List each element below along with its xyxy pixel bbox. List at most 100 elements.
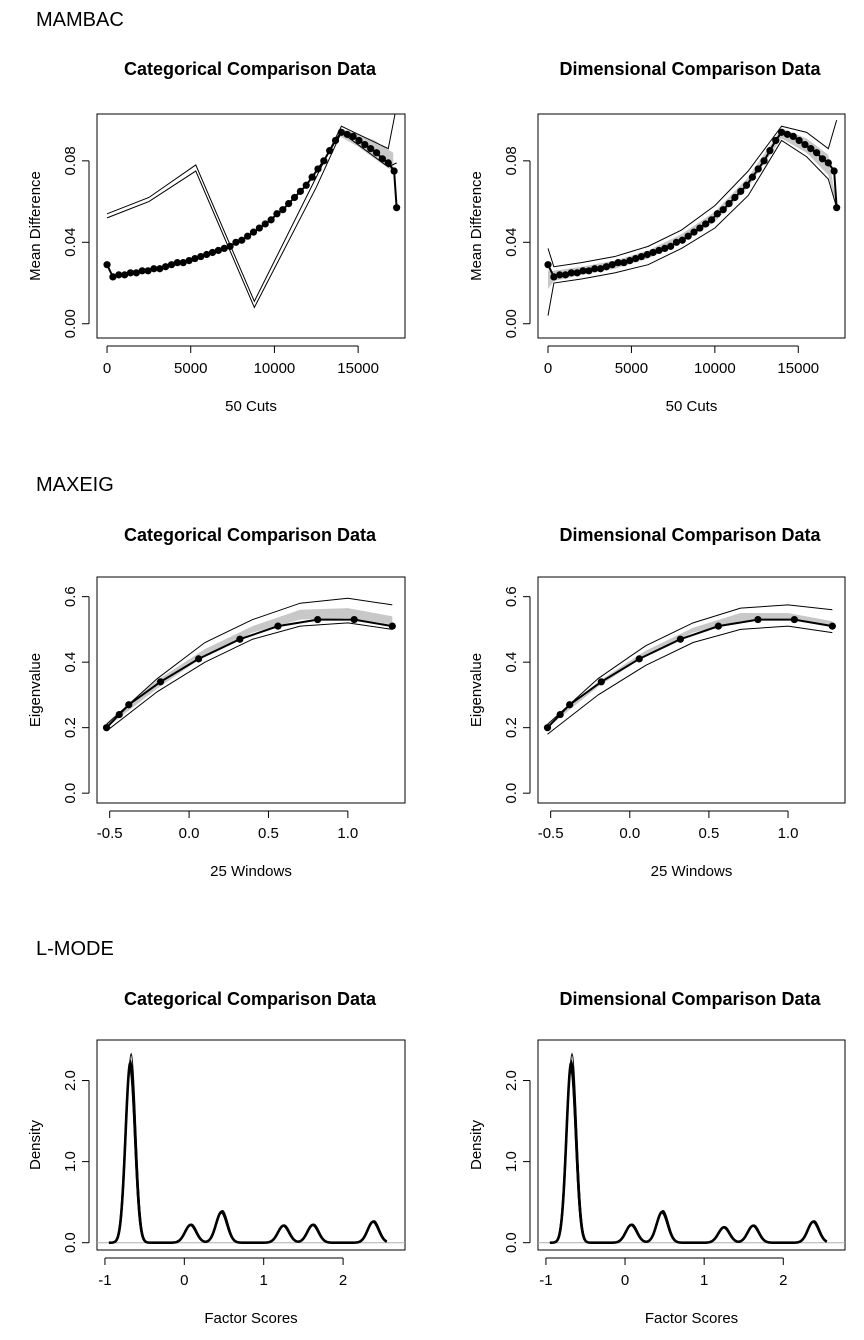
chart-title: Categorical Comparison Data bbox=[124, 59, 377, 79]
plot-area bbox=[544, 605, 836, 734]
x-tick-label: 0.0 bbox=[179, 825, 200, 842]
observed-point bbox=[274, 623, 281, 630]
chart-title: Categorical Comparison Data bbox=[124, 525, 377, 545]
observed-line bbox=[547, 620, 832, 728]
observed-point bbox=[361, 141, 368, 148]
observed-point bbox=[256, 224, 263, 231]
y-tick-label: 0.2 bbox=[503, 717, 520, 738]
observed-point bbox=[725, 200, 732, 207]
observed-line bbox=[107, 132, 397, 277]
y-tick-label: 2.0 bbox=[503, 1070, 520, 1091]
chart-panel: Categorical Comparison Data 0 5000 10000 150… bbox=[27, 59, 405, 415]
x-axis-label: Factor Scores bbox=[204, 1310, 297, 1327]
y-axis-label: Mean Difference bbox=[27, 171, 44, 281]
observed-point bbox=[320, 157, 327, 164]
x-tick-label: -0.5 bbox=[538, 825, 564, 842]
y-tick-label: 1.0 bbox=[62, 1151, 79, 1172]
observed-point bbox=[326, 147, 333, 154]
observed-point bbox=[749, 174, 756, 181]
observed-point bbox=[731, 194, 738, 201]
observed-point bbox=[796, 137, 803, 144]
observed-point bbox=[702, 220, 709, 227]
observed-point bbox=[766, 147, 773, 154]
observed-point bbox=[351, 616, 358, 623]
observed-point bbox=[125, 701, 132, 708]
y-tick-label: 0.08 bbox=[503, 146, 520, 175]
y-tick-label: 0.00 bbox=[62, 309, 79, 338]
y-tick-label: 0.0 bbox=[62, 783, 79, 804]
density-curve-comparison bbox=[109, 1054, 387, 1243]
observed-point bbox=[813, 149, 820, 156]
x-tick-label: 1 bbox=[260, 1272, 268, 1289]
observed-point bbox=[833, 204, 840, 211]
x-tick-label: 0 bbox=[103, 360, 111, 377]
observed-point bbox=[831, 167, 838, 174]
chart-panel: Categorical Comparison Data-0.5 0.0 0.5 1.0… bbox=[27, 525, 405, 880]
observed-line bbox=[548, 132, 837, 277]
y-tick-label: 0.00 bbox=[503, 309, 520, 338]
density-curve bbox=[550, 1063, 827, 1243]
observed-point bbox=[303, 182, 310, 189]
observed-point bbox=[238, 237, 245, 244]
plot-frame bbox=[97, 114, 405, 338]
observed-point bbox=[807, 145, 814, 152]
plot-frame bbox=[97, 1040, 405, 1250]
density-curve-comparison bbox=[550, 1068, 827, 1242]
x-axis-label: 25 Windows bbox=[210, 863, 292, 880]
observed-point bbox=[367, 145, 374, 152]
y-tick-label: 2.0 bbox=[62, 1070, 79, 1091]
observed-point bbox=[332, 137, 339, 144]
observed-point bbox=[195, 655, 202, 662]
observed-point bbox=[685, 233, 692, 240]
observed-point bbox=[391, 167, 398, 174]
observed-point bbox=[273, 210, 280, 217]
x-tick-label: 1.0 bbox=[778, 825, 799, 842]
observed-point bbox=[760, 157, 767, 164]
y-tick-label: 0.4 bbox=[62, 652, 79, 673]
x-tick-label: 0.5 bbox=[258, 825, 279, 842]
x-tick-label: 5000 bbox=[615, 360, 648, 377]
x-tick-label: 0 bbox=[621, 1272, 629, 1289]
observed-line bbox=[107, 620, 393, 728]
x-tick-label: 2 bbox=[779, 1272, 787, 1289]
x-axis-label: Factor Scores bbox=[645, 1310, 738, 1327]
observed-point bbox=[679, 237, 686, 244]
y-tick-label: 0.08 bbox=[62, 146, 79, 175]
chart-title: Dimensional Comparison Data bbox=[559, 59, 821, 79]
density-curve-comparison bbox=[550, 1054, 827, 1243]
observed-point bbox=[262, 220, 269, 227]
chart-panel: Dimensional Comparison Data0 5000 10000 150… bbox=[468, 59, 845, 415]
x-tick-label: 1 bbox=[700, 1272, 708, 1289]
y-tick-label: 0.0 bbox=[62, 1232, 79, 1253]
observed-point bbox=[389, 623, 396, 630]
x-tick-label: 10000 bbox=[254, 360, 296, 377]
plot-area bbox=[103, 106, 400, 308]
y-axis-label: Mean Difference bbox=[468, 171, 485, 281]
x-tick-label: 5000 bbox=[174, 360, 207, 377]
observed-point bbox=[379, 155, 386, 162]
x-tick-label: 0.5 bbox=[698, 825, 719, 842]
comparison-line bbox=[107, 623, 393, 731]
x-axis-label: 50 Cuts bbox=[666, 398, 718, 415]
observed-point bbox=[157, 678, 164, 685]
observed-point bbox=[755, 165, 762, 172]
observed-point bbox=[244, 233, 251, 240]
observed-point bbox=[790, 133, 797, 140]
observed-point bbox=[677, 636, 684, 643]
section-title-lmode: L-MODE bbox=[36, 938, 114, 960]
chart-panel: Dimensional Comparison Data-0.5 0.0 0.5 1.0… bbox=[468, 525, 845, 880]
comparison-line bbox=[107, 132, 397, 307]
observed-point bbox=[544, 261, 551, 268]
plot-area bbox=[97, 1054, 405, 1243]
x-tick-label: 15000 bbox=[337, 360, 379, 377]
observed-point bbox=[772, 137, 779, 144]
chart-title: Dimensional Comparison Data bbox=[559, 989, 821, 1009]
observed-point bbox=[636, 655, 643, 662]
observed-point bbox=[279, 206, 286, 213]
x-tick-label: 0 bbox=[180, 1272, 188, 1289]
observed-point bbox=[696, 224, 703, 231]
observed-point bbox=[708, 216, 715, 223]
observed-point bbox=[250, 229, 257, 236]
